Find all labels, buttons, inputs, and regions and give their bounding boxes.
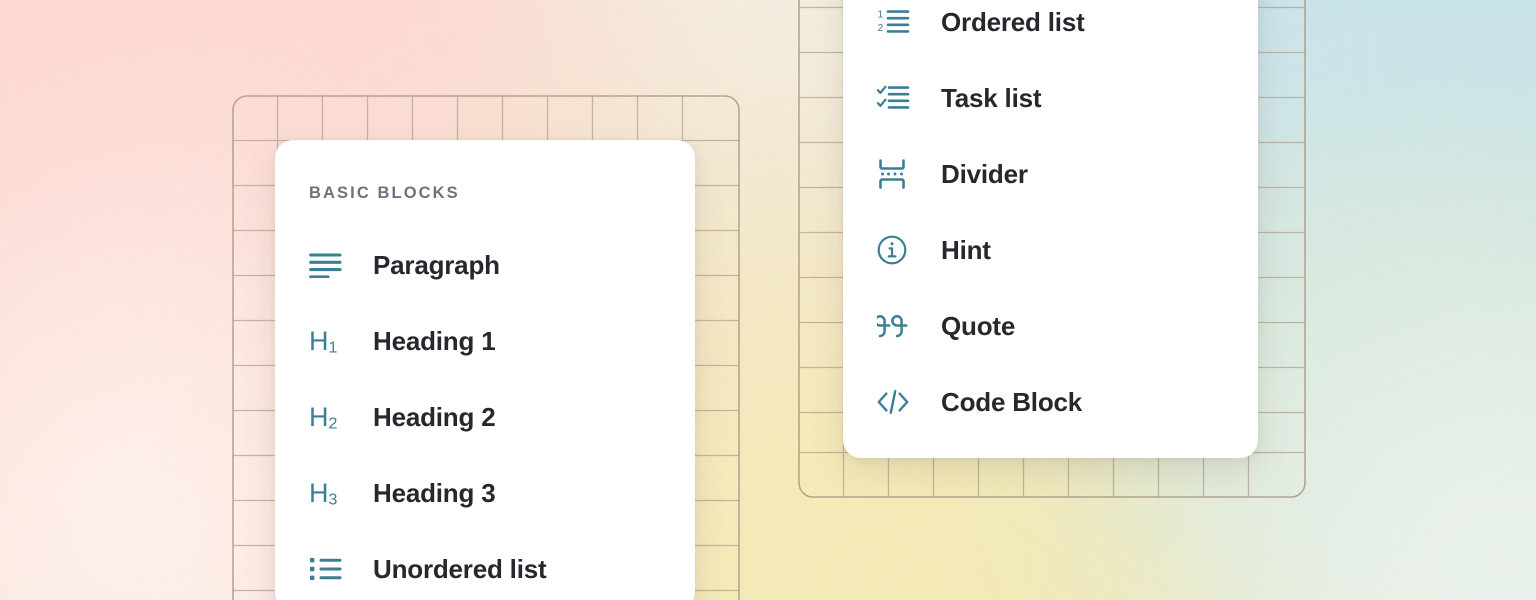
blocks-menu-list-secondary: 1 2 Ordered list (843, 0, 1258, 440)
bulleted-list-icon (309, 552, 349, 586)
svg-text:H: H (309, 478, 329, 508)
menu-item-heading-2[interactable]: H 2 Heading 2 (275, 379, 695, 455)
menu-item-label: Task list (941, 82, 1042, 113)
blocks-menu-card-secondary: 1 2 Ordered list (843, 0, 1258, 458)
svg-text:H: H (309, 326, 329, 356)
svg-text:2: 2 (878, 22, 884, 34)
menu-item-heading-1[interactable]: H 1 Heading 1 (275, 303, 695, 379)
menu-item-quote[interactable]: Quote (843, 288, 1258, 364)
svg-text:3: 3 (329, 492, 338, 509)
menu-item-label: Unordered list (373, 553, 547, 584)
menu-item-hint[interactable]: Hint (843, 212, 1258, 288)
menu-item-ordered-list[interactable]: 1 2 Ordered list (843, 0, 1258, 60)
basic-blocks-menu-card: BASIC BLOCKS Paragraph (275, 140, 695, 600)
menu-item-label: Heading 2 (373, 401, 496, 432)
code-angle-brackets-icon (877, 385, 917, 419)
info-circle-icon (877, 233, 917, 267)
heading-2-icon: H 2 (309, 400, 349, 434)
menu-item-code-block[interactable]: Code Block (843, 364, 1258, 440)
numbered-list-icon: 1 2 (877, 5, 917, 39)
section-label-basic-blocks: BASIC BLOCKS (309, 184, 460, 202)
basic-blocks-menu-list: Paragraph H 1 Heading 1 (275, 227, 695, 600)
quote-marks-icon (877, 309, 917, 343)
menu-item-divider[interactable]: Divider (843, 136, 1258, 212)
heading-1-icon: H 1 (309, 324, 349, 358)
heading-3-icon: H 3 (309, 476, 349, 510)
menu-item-label: Ordered list (941, 6, 1085, 37)
paragraph-lines-icon (309, 248, 349, 282)
menu-item-task-list[interactable]: Task list (843, 60, 1258, 136)
menu-item-label: Heading 3 (373, 477, 496, 508)
svg-text:1: 1 (878, 9, 884, 21)
menu-item-unordered-list[interactable]: Unordered list (275, 531, 695, 600)
svg-text:1: 1 (329, 340, 338, 357)
menu-item-label: Hint (941, 234, 991, 265)
check-list-icon (877, 81, 917, 115)
menu-item-heading-3[interactable]: H 3 Heading 3 (275, 455, 695, 531)
menu-item-label: Paragraph (373, 249, 500, 280)
menu-item-label: Quote (941, 310, 1016, 341)
menu-item-label: Divider (941, 158, 1028, 189)
menu-item-paragraph[interactable]: Paragraph (275, 227, 695, 303)
menu-item-label: Code Block (941, 386, 1083, 417)
svg-text:2: 2 (329, 416, 338, 433)
menu-item-label: Heading 1 (373, 325, 496, 356)
divider-icon (877, 157, 917, 191)
svg-text:H: H (309, 402, 329, 432)
